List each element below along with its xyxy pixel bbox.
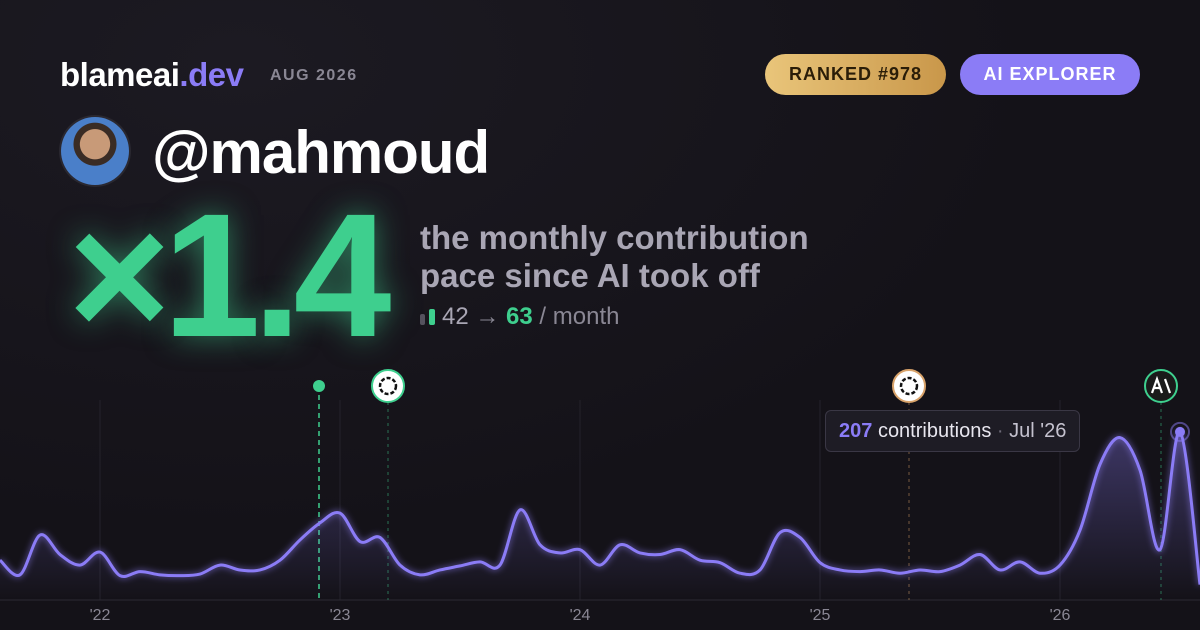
anthropic-icon (1144, 369, 1178, 403)
line (0, 430, 1200, 585)
area (0, 431, 1200, 600)
caption-line: pace since AI took off (420, 257, 760, 294)
tooltip: 207 contributions · Jul '26 (825, 410, 1081, 452)
x-tick-label: '24 (570, 607, 591, 624)
pace-after: 63 (506, 303, 533, 330)
pace-before: 42 (442, 303, 469, 330)
brand-name: blameai (60, 56, 180, 93)
tier-badge: AI EXPLORER (960, 54, 1140, 95)
caption-line: the monthly contribution (420, 219, 809, 256)
highlight-point (1175, 426, 1185, 437)
pace: 42 → 63 / month (420, 303, 619, 331)
pace-arrow: → (475, 303, 500, 330)
tooltip-label: contributions (877, 420, 992, 442)
avatar (61, 117, 129, 185)
openai-icon (892, 369, 926, 403)
caption: the monthly contribution pace since AI to… (420, 219, 809, 295)
tooltip-value: 207 (839, 420, 873, 442)
openai-icon (371, 369, 405, 403)
date: AUG 2026 (270, 67, 358, 84)
pace-icon (420, 309, 436, 325)
tooltip-date: Jul '26 (1009, 420, 1067, 442)
handle: @mahmoud (152, 119, 490, 186)
rank-badge: RANKED #978 (765, 54, 946, 95)
multiplier: ×1.4 (68, 178, 391, 374)
brand: blameai.dev (60, 56, 244, 94)
x-tick-label: '26 (1050, 607, 1071, 624)
x-tick-label: '23 (330, 607, 351, 624)
highlight-ring (1170, 421, 1190, 442)
brand-suffix: .dev (179, 56, 244, 93)
pace-unit: / month (539, 303, 620, 330)
x-tick-label: '25 (810, 607, 831, 624)
x-tick-label: '22 (90, 607, 111, 624)
event-dot (313, 380, 325, 392)
